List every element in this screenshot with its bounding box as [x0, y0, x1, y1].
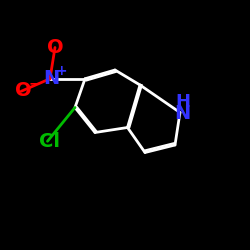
Text: H: H	[175, 93, 190, 111]
Text: N: N	[43, 69, 60, 88]
Text: N: N	[174, 104, 191, 123]
Text: −: −	[28, 76, 40, 90]
Text: Cl: Cl	[40, 132, 60, 151]
Text: +: +	[56, 64, 67, 78]
Text: O: O	[47, 38, 63, 57]
Text: O: O	[16, 80, 32, 100]
